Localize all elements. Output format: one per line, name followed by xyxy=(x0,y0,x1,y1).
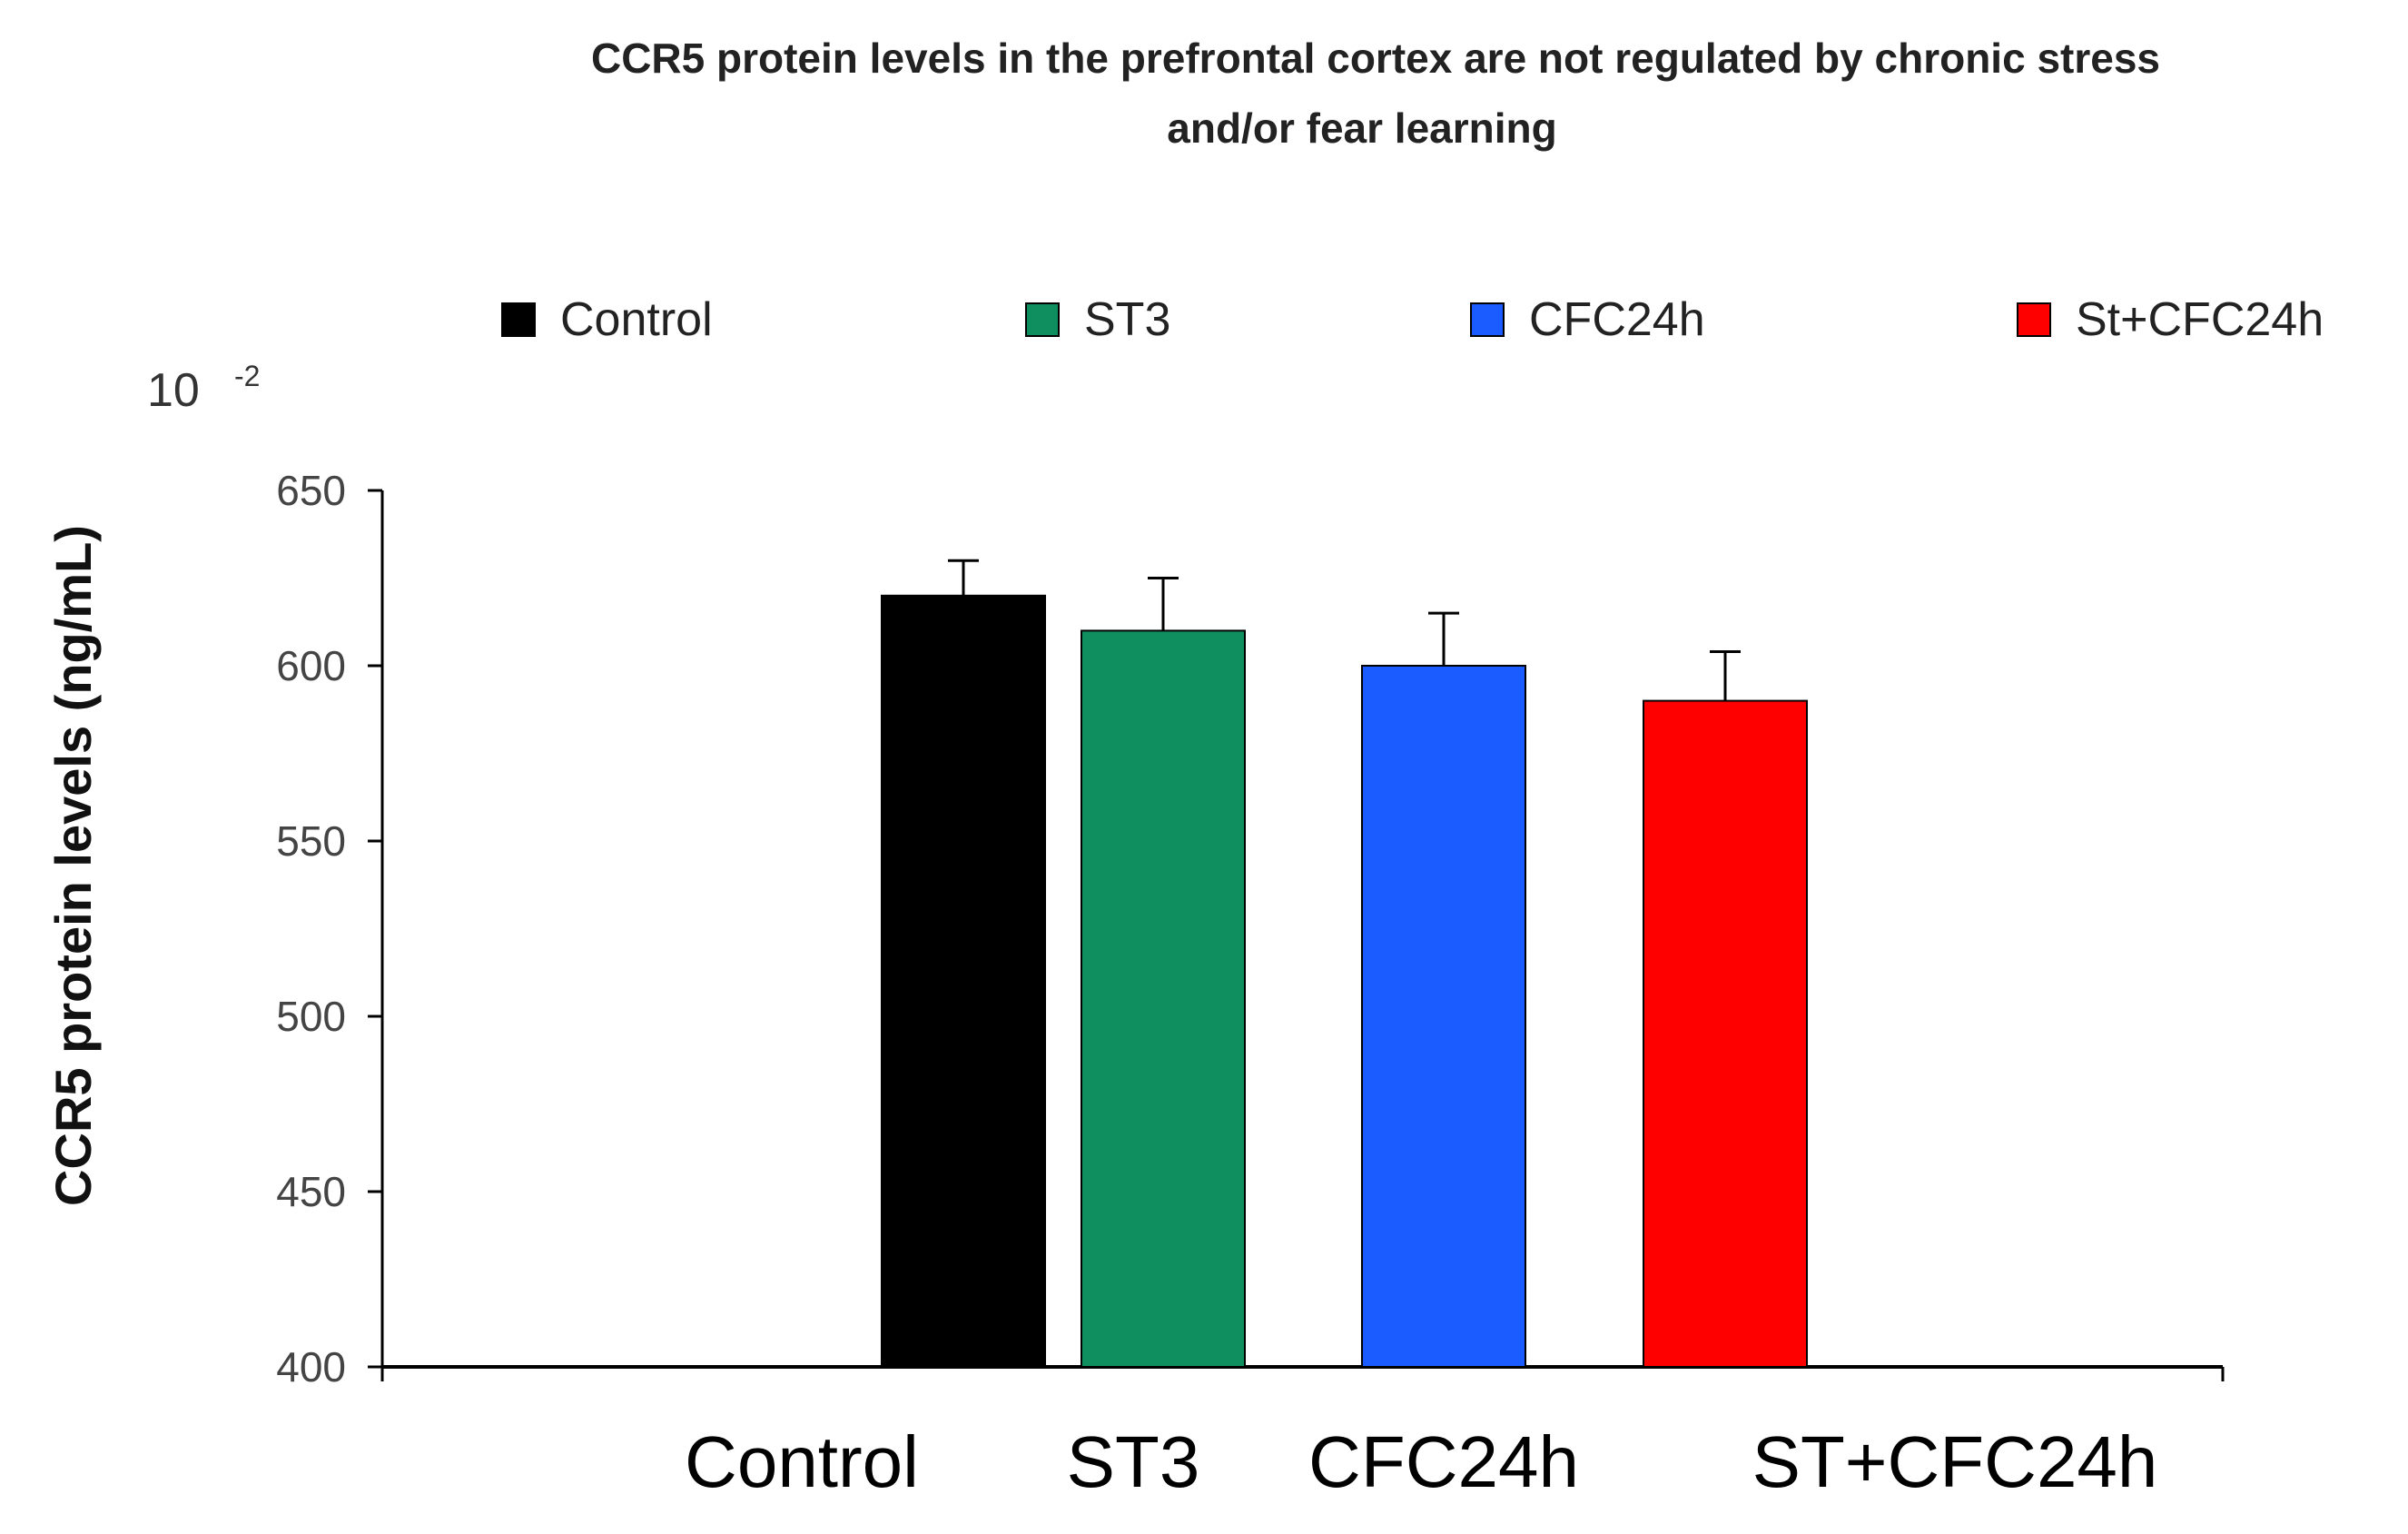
legend-label: ST3 xyxy=(1084,293,1170,346)
y-tick-label: 550 xyxy=(276,817,346,865)
bars xyxy=(881,594,1808,1368)
legend-label: St+CFC24h xyxy=(2076,293,2324,346)
y-tick-label: 450 xyxy=(276,1168,346,1215)
error-bars xyxy=(948,559,1741,701)
bar-control xyxy=(881,594,1046,1368)
y-ticks: 400 450 500 550 600 650 xyxy=(276,467,382,1390)
chart-title-line-1: CCR5 protein levels in the prefrontal co… xyxy=(591,35,2160,82)
y-tick-label: 600 xyxy=(276,642,346,689)
x-category-label: CFC24h xyxy=(1308,1421,1579,1502)
y-tick-label: 650 xyxy=(276,467,346,514)
x-ticks xyxy=(380,1367,2225,1381)
y-multiplier-base: 10 xyxy=(147,364,200,417)
bar-st-cfc24h xyxy=(1643,699,1808,1368)
y-tick-label: 500 xyxy=(276,993,346,1040)
legend-label: CFC24h xyxy=(1529,293,1705,346)
legend-swatch xyxy=(1470,302,1505,337)
y-tick-label: 400 xyxy=(276,1343,346,1390)
y-multiplier-exponent: -2 xyxy=(234,360,260,392)
bar-st3 xyxy=(1081,629,1246,1368)
y-axis-label: CCR5 protein levels (ng/mL) xyxy=(44,525,102,1206)
x-labels: Control ST3 CFC24h ST+CFC24h xyxy=(685,1421,2157,1502)
legend-label: Control xyxy=(560,293,713,346)
legend-swatch xyxy=(2017,302,2051,337)
legend: Control ST3 CFC24h St+CFC24h xyxy=(501,293,2324,346)
x-category-label: ST3 xyxy=(1067,1421,1200,1502)
legend-swatch xyxy=(1025,302,1060,337)
bar-cfc24h xyxy=(1361,665,1526,1368)
x-category-label: ST+CFC24h xyxy=(1752,1421,2158,1502)
x-category-label: Control xyxy=(685,1421,919,1502)
legend-swatch xyxy=(501,302,536,337)
chart-title-line-2: and/or fear learning xyxy=(1167,104,1556,152)
